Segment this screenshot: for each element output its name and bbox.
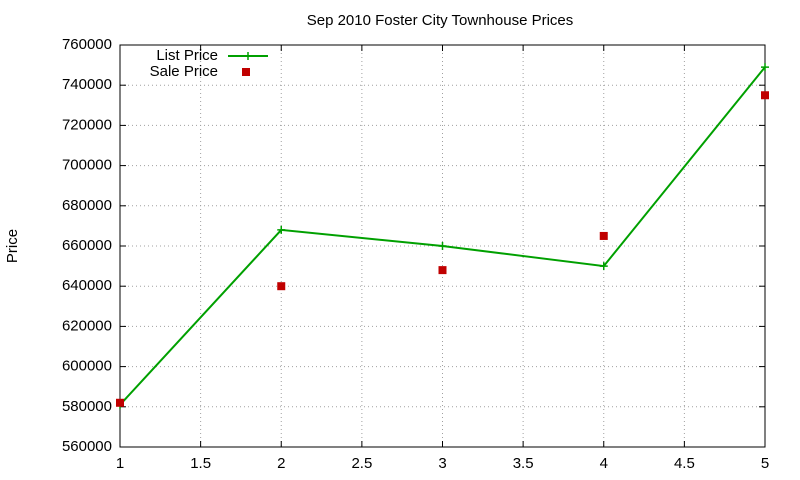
- legend-marker: [244, 52, 252, 60]
- y-tick-label: 580000: [62, 398, 112, 415]
- x-tick-label: 1.5: [190, 455, 211, 472]
- y-tick-label: 740000: [62, 76, 112, 93]
- data-point: [438, 266, 447, 275]
- x-tick-label: 4.5: [674, 455, 695, 472]
- legend-label: List Price: [156, 47, 218, 64]
- chart-title: Sep 2010 Foster City Townhouse Prices: [307, 12, 574, 29]
- y-tick-label: 720000: [62, 116, 112, 133]
- y-tick-label: 560000: [62, 438, 112, 455]
- y-tick-label: 620000: [62, 317, 112, 334]
- y-tick-label: 700000: [62, 157, 112, 174]
- y-tick-label: 600000: [62, 358, 112, 375]
- y-tick-label: 680000: [62, 197, 112, 214]
- legend-label: Sale Price: [150, 63, 218, 80]
- y-tick-label: 640000: [62, 277, 112, 294]
- data-point: [599, 262, 608, 271]
- x-tick-label: 3.5: [513, 455, 534, 472]
- data-point: [116, 398, 124, 407]
- x-tick-label: 1: [116, 455, 124, 472]
- data-point: [438, 242, 447, 250]
- data-point: [761, 63, 769, 72]
- y-tick-label: 760000: [62, 36, 112, 53]
- x-tick-label: 2: [277, 455, 285, 472]
- data-point: [761, 91, 769, 100]
- y-tick-label: 660000: [62, 237, 112, 254]
- data-point: [277, 225, 286, 234]
- x-tick-label: 3: [438, 455, 446, 472]
- x-tick-label: 4: [600, 455, 608, 472]
- y-axis-label: Price: [4, 229, 21, 263]
- plot-frame: [119, 44, 766, 448]
- data-point: [599, 231, 608, 240]
- legend-marker: [242, 68, 250, 76]
- x-tick-label: 2.5: [351, 455, 372, 472]
- x-tick-label: 5: [761, 455, 769, 472]
- data-point: [277, 282, 286, 291]
